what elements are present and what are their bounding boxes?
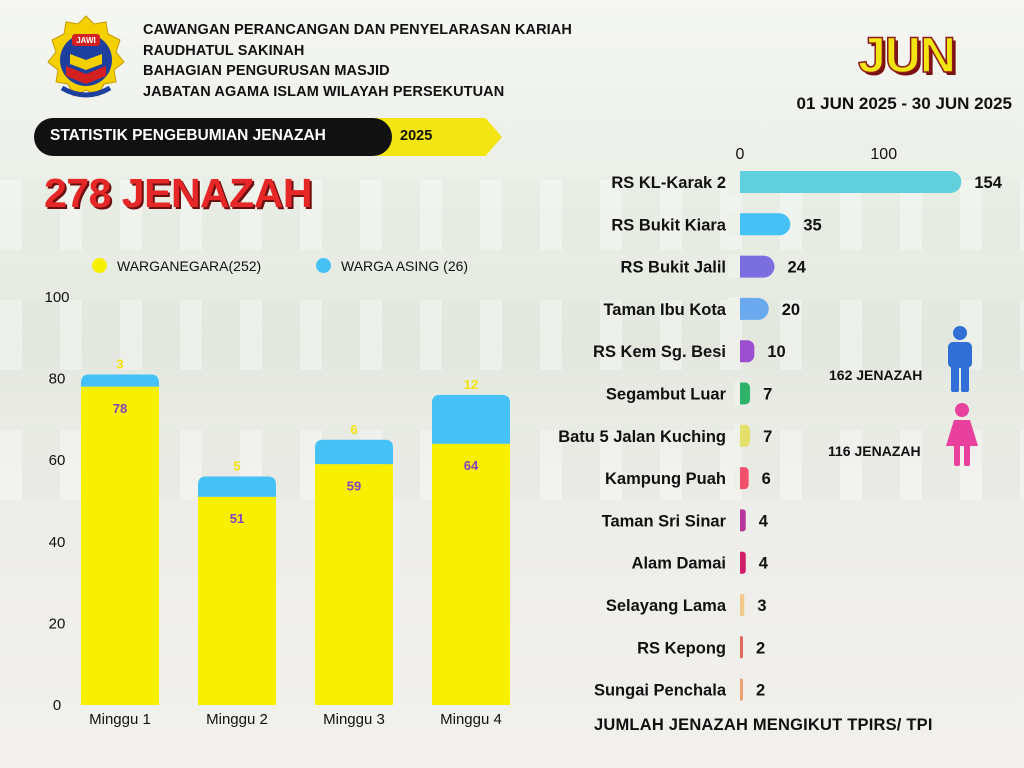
category-label: Selayang Lama: [606, 597, 727, 615]
y-tick-label: 20: [49, 615, 66, 632]
hbar-mask: [734, 466, 740, 491]
hbar-mask: [737, 635, 740, 660]
data-label-foreigners: 3: [116, 357, 123, 372]
category-label: Taman Sri Sinar: [602, 512, 727, 530]
value-label: 154: [974, 174, 1002, 192]
statistics-banner: STATISTIK PENGEBUMIAN JENAZAH 2025: [34, 118, 502, 156]
bar-foreigners: [432, 394, 510, 444]
value-label: 24: [788, 259, 807, 277]
value-label: 7: [763, 428, 772, 446]
hbar: [729, 213, 791, 236]
male-icon: [948, 326, 972, 392]
value-label: 35: [803, 216, 821, 234]
x-tick-label: Minggu 2: [206, 711, 268, 728]
bar-foreigners: [315, 439, 393, 465]
value-label: 3: [757, 597, 766, 615]
value-label: 2: [756, 682, 765, 700]
date-range: 01 JUN 2025 - 30 JUN 2025: [796, 94, 1012, 113]
legend-item-foreigners: WARGA ASING (26): [316, 258, 468, 274]
category-label: RS Kepong: [637, 639, 726, 657]
category-label: RS Kem Sg. Besi: [593, 343, 726, 361]
category-label: Taman Ibu Kota: [603, 301, 726, 319]
x-tick-label: Minggu 3: [323, 711, 385, 728]
header-line-3: BAHAGIAN PENGURUSAN MASJID: [143, 63, 390, 79]
jawi-logo: JAWI: [47, 15, 125, 98]
legend-label-foreigners: WARGA ASING (26): [341, 258, 469, 274]
header-line-4: JABATAN AGAMA ISLAM WILAYAH PERSEKUTUAN: [143, 83, 505, 100]
legend-label-citizens: WARGANEGARA(252): [117, 258, 262, 274]
hbar-mask: [733, 381, 740, 406]
hbar-mask: [728, 254, 740, 279]
value-label: 7: [763, 386, 772, 404]
legend-item-citizens: WARGANEGARA(252): [92, 258, 261, 274]
female-count: 116 JENAZAH: [828, 443, 921, 459]
category-label: RS Bukit Kiara: [611, 216, 726, 234]
x-tick-label: 0: [736, 146, 745, 163]
data-label-foreigners: 6: [350, 422, 357, 437]
hbar-mask: [736, 593, 740, 617]
hbar-mask: [728, 212, 740, 237]
bar-citizens: [198, 496, 276, 705]
legend-swatch-citizens: [92, 258, 107, 273]
horizontal-chart-caption: JUMLAH JENAZAH MENGIKUT TPIRS/ TPI: [594, 716, 933, 734]
hbar-mask: [733, 423, 740, 448]
banner-title-pill: STATISTIK PENGEBUMIAN JENAZAH: [34, 118, 392, 156]
data-label-citizens: 59: [347, 478, 361, 493]
hbar-mask: [731, 339, 740, 364]
value-label: 20: [782, 301, 800, 319]
hbar-mask: [737, 677, 740, 702]
x-tick-label: Minggu 1: [89, 711, 151, 728]
value-label: 4: [759, 512, 769, 530]
data-label-foreigners: 5: [233, 459, 240, 474]
bar-citizens: [315, 464, 393, 705]
value-label: 6: [762, 470, 771, 488]
background-graves-row: [0, 430, 1024, 500]
header-line-2: RAUDHATUL SAKINAH: [143, 42, 305, 59]
banner-year: 2025: [400, 128, 433, 144]
y-tick-label: 0: [53, 697, 61, 714]
bar-foreigners: [198, 476, 276, 497]
organization-header: CAWANGAN PERANCANGAN DAN PENYELARASAN KA…: [143, 20, 572, 102]
y-tick-label: 100: [44, 289, 69, 306]
y-tick-label: 40: [49, 534, 66, 551]
y-tick-label: 60: [49, 452, 66, 469]
data-label-foreigners: 12: [464, 377, 478, 392]
bar-citizens: [432, 443, 510, 705]
header-line-1: CAWANGAN PERANCANGAN DAN PENYELARASAN KA…: [143, 22, 572, 38]
value-label: 10: [767, 343, 785, 361]
month-title: JUN: [857, 26, 957, 84]
hbar-mask: [736, 508, 740, 533]
category-label: Segambut Luar: [606, 386, 727, 404]
category-label: Sungai Penchala: [594, 682, 727, 700]
svg-text:JAWI: JAWI: [76, 36, 96, 45]
data-label-citizens: 64: [464, 458, 479, 473]
x-tick-label: Minggu 4: [440, 711, 502, 728]
value-label: 2: [756, 639, 765, 657]
data-label-citizens: 51: [230, 511, 244, 526]
legend-swatch-foreigners: [316, 258, 331, 273]
category-label: Alam Damai: [632, 555, 726, 573]
category-label: RS Bukit Jalil: [621, 259, 726, 277]
category-label: Batu 5 Jalan Kuching: [558, 428, 726, 446]
male-count: 162 JENAZAH: [829, 367, 923, 383]
hbar-mask: [728, 170, 740, 194]
hbar-mask: [728, 296, 740, 321]
category-label: Kampung Puah: [605, 470, 726, 488]
hbar: [729, 255, 775, 278]
hbar: [729, 171, 962, 193]
x-tick-label: 100: [870, 146, 897, 163]
background-graves-row: [0, 300, 1024, 370]
y-tick-label: 80: [49, 371, 66, 388]
total-count: 278 JENAZAH: [44, 170, 312, 216]
bar-citizens: [81, 386, 159, 705]
bar-foreigners: [81, 374, 159, 387]
value-label: 4: [759, 555, 769, 573]
category-label: RS KL-Karak 2: [611, 174, 726, 192]
data-label-citizens: 78: [113, 401, 127, 416]
hbar-mask: [736, 550, 740, 575]
banner-title: STATISTIK PENGEBUMIAN JENAZAH: [50, 127, 326, 144]
female-icon: [946, 403, 978, 466]
